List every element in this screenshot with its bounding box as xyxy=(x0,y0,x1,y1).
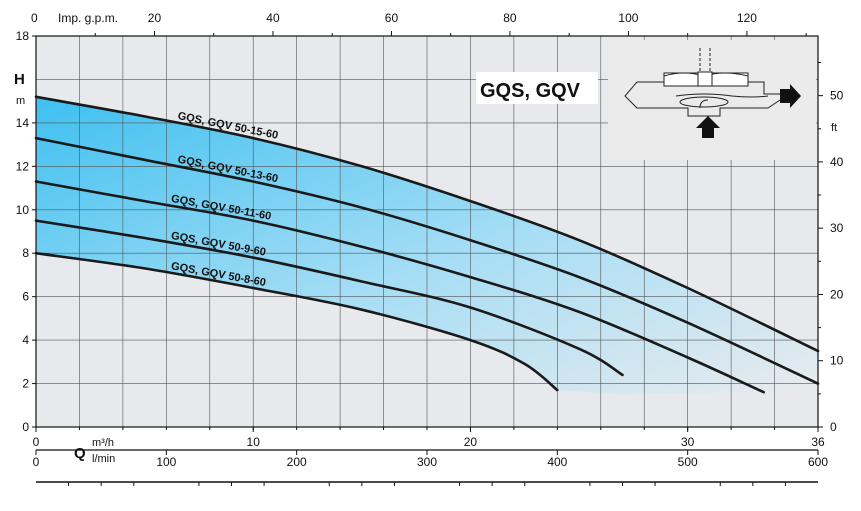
lmin-tick-label: 300 xyxy=(417,455,437,469)
badge-background xyxy=(476,72,598,104)
lmin-tick-label: 0 xyxy=(33,455,40,469)
curve-4 xyxy=(34,219,624,377)
left-axis-symbol: H xyxy=(14,71,25,88)
lmin-tick-label: 500 xyxy=(678,455,698,469)
left-tick-label: 0 xyxy=(22,420,29,434)
right-tick-label: 40 xyxy=(830,155,844,169)
outlet-arrow-icon xyxy=(780,84,801,108)
lmin-tick-label: 200 xyxy=(287,455,307,469)
top-axis-label: Imp. g.p.m. xyxy=(58,11,118,25)
left-axis-unit: m xyxy=(16,95,25,107)
m3h-tick-label: 0 xyxy=(33,435,40,449)
curve-5 xyxy=(34,251,559,392)
badge-title: GQS, GQV xyxy=(480,80,581,102)
m3h-tick-label: 10 xyxy=(247,435,261,449)
bottom-axis-unit-lmin: l/min xyxy=(92,453,115,465)
m3h-tick-label: 30 xyxy=(681,435,695,449)
left-tick-label: 10 xyxy=(16,203,30,217)
curve-2 xyxy=(34,136,820,385)
top-tick-label: 100 xyxy=(618,11,638,25)
curve-3 xyxy=(34,180,765,394)
lmin-tick-label: 600 xyxy=(808,455,828,469)
right-tick-label: 50 xyxy=(830,89,844,103)
top-tick-label: 60 xyxy=(385,11,399,25)
top-tick-label: 120 xyxy=(737,11,757,25)
left-tick-label: 4 xyxy=(22,333,29,347)
right-tick-label: 20 xyxy=(830,287,844,301)
left-tick-label: 8 xyxy=(22,246,29,260)
left-tick-label: 18 xyxy=(16,29,30,43)
lmin-tick-label: 100 xyxy=(156,455,176,469)
m3h-tick-label: 20 xyxy=(464,435,478,449)
lmin-tick-label: 400 xyxy=(547,455,567,469)
right-axis-unit: ft xyxy=(831,122,837,134)
top-tick-label: 20 xyxy=(148,11,162,25)
top-axis-zero: 0 xyxy=(31,11,38,25)
right-tick-label: 30 xyxy=(830,221,844,235)
curve-1 xyxy=(34,95,820,353)
curves xyxy=(34,95,820,394)
m3h-tick-label: 36 xyxy=(811,435,825,449)
bottom-axis-unit-m3h: m³/h xyxy=(92,437,114,449)
right-tick-label: 0 xyxy=(830,420,837,434)
right-tick-label: 10 xyxy=(830,354,844,368)
top-tick-label: 40 xyxy=(266,11,280,25)
left-tick-label: 14 xyxy=(16,116,30,130)
bottom-axis-symbol: Q xyxy=(74,445,86,462)
top-tick-label: 80 xyxy=(503,11,517,25)
left-tick-label: 12 xyxy=(16,159,30,173)
left-tick-label: 6 xyxy=(22,290,29,304)
inlet-arrow-icon xyxy=(696,116,720,138)
left-tick-label: 2 xyxy=(22,377,29,391)
pump-diagram xyxy=(608,40,816,160)
